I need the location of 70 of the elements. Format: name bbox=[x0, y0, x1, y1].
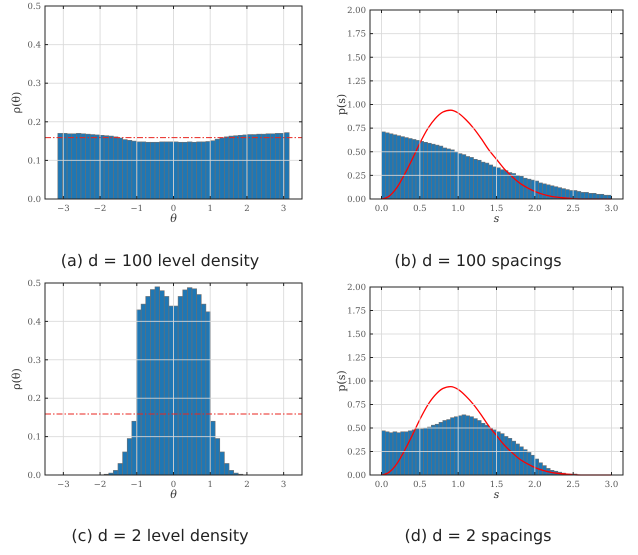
x-tick-label: −1 bbox=[130, 480, 144, 490]
x-tick-label: −2 bbox=[94, 480, 106, 490]
y-tick-label: 0.50 bbox=[347, 424, 366, 434]
x-tick-label: 2.5 bbox=[566, 480, 580, 490]
y-tick-label: 0.00 bbox=[347, 471, 366, 481]
x-tick-label: 2.0 bbox=[528, 204, 542, 214]
x-tick-label: 3.0 bbox=[604, 480, 618, 490]
x-tick-label: 2.0 bbox=[528, 480, 542, 490]
y-tick-label: 0.3 bbox=[27, 356, 41, 366]
x-axis-title: s bbox=[494, 212, 500, 225]
y-tick-label: 0.3 bbox=[27, 79, 41, 90]
y-tick-label: 0.50 bbox=[347, 148, 366, 158]
y-tick-label: 0.1 bbox=[27, 156, 41, 166]
x-tick-label: 1.5 bbox=[490, 480, 504, 490]
y-tick-label: 0.0 bbox=[27, 195, 41, 205]
y-axis-title: ρ(θ) bbox=[10, 92, 23, 114]
x-tick-label: −3 bbox=[57, 204, 70, 214]
y-tick-label: 0.5 bbox=[27, 279, 41, 289]
text: (d) d = 2 spacings bbox=[404, 526, 552, 545]
y-axis-title: p(s) bbox=[335, 94, 348, 116]
y-tick-label: 0.2 bbox=[27, 118, 41, 128]
x-tick-label: −1 bbox=[130, 204, 144, 214]
y-tick-label: 1.75 bbox=[347, 30, 366, 40]
y-tick-label: 1.50 bbox=[347, 53, 366, 64]
y-tick-label: 1.25 bbox=[347, 354, 366, 364]
text: (a) d = 100 level density bbox=[60, 251, 260, 270]
y-tick-label: 0.00 bbox=[347, 195, 366, 205]
y-tick-label: 2.00 bbox=[347, 283, 366, 293]
x-tick-label: −3 bbox=[57, 480, 70, 490]
x-tick-label: 0.5 bbox=[413, 480, 427, 490]
text: (b) d = 100 spacings bbox=[394, 251, 562, 270]
x-tick-label: 0.0 bbox=[374, 480, 388, 490]
x-tick-label: 1.0 bbox=[451, 204, 465, 214]
x-tick-label: 0 bbox=[170, 480, 176, 490]
y-axis-title: ρ(θ) bbox=[10, 368, 23, 390]
x-tick-label: 1.5 bbox=[490, 204, 504, 214]
x-tick-label: 3 bbox=[280, 480, 286, 490]
y-tick-label: 1.75 bbox=[347, 306, 366, 316]
x-tick-label: 3.0 bbox=[604, 204, 618, 214]
y-tick-label: 0.5 bbox=[27, 2, 41, 12]
x-tick-label: 0.5 bbox=[413, 204, 427, 214]
x-tick-label: −2 bbox=[94, 204, 106, 214]
y-tick-label: 1.00 bbox=[347, 377, 366, 387]
y-tick-label: 1.25 bbox=[347, 76, 366, 87]
y-tick-label: 0.2 bbox=[27, 394, 41, 404]
x-tick-label: 0.0 bbox=[374, 204, 388, 214]
x-tick-label: 1.0 bbox=[451, 480, 465, 490]
x-tick-label: 2 bbox=[244, 204, 250, 214]
y-tick-label: 0.0 bbox=[27, 471, 41, 481]
x-axis-title: s bbox=[494, 488, 500, 501]
y-tick-label: 2.00 bbox=[347, 6, 366, 16]
y-tick-label: 0.75 bbox=[347, 400, 366, 410]
x-tick-label: 2 bbox=[244, 480, 250, 490]
x-tick-label: 0 bbox=[170, 204, 176, 214]
y-tick-label: 0.1 bbox=[27, 432, 41, 443]
x-tick-label: 3 bbox=[280, 204, 286, 214]
y-tick-label: 1.50 bbox=[347, 330, 366, 340]
y-tick-label: 0.4 bbox=[27, 40, 41, 51]
y-tick-label: 0.25 bbox=[347, 448, 366, 458]
y-tick-label: 0.4 bbox=[27, 317, 41, 328]
text: (c) d = 2 level density bbox=[71, 526, 249, 545]
x-axis-title: θ bbox=[170, 488, 178, 501]
y-axis-title: p(s) bbox=[335, 370, 348, 392]
x-axis-title: θ bbox=[170, 212, 178, 225]
y-tick-label: 1.00 bbox=[347, 100, 366, 110]
x-tick-label: 2.5 bbox=[566, 204, 580, 214]
x-tick-label: 1 bbox=[208, 204, 213, 214]
x-tick-label: 1 bbox=[208, 480, 213, 490]
y-tick-label: 0.75 bbox=[347, 124, 366, 134]
y-tick-label: 0.25 bbox=[347, 171, 366, 182]
